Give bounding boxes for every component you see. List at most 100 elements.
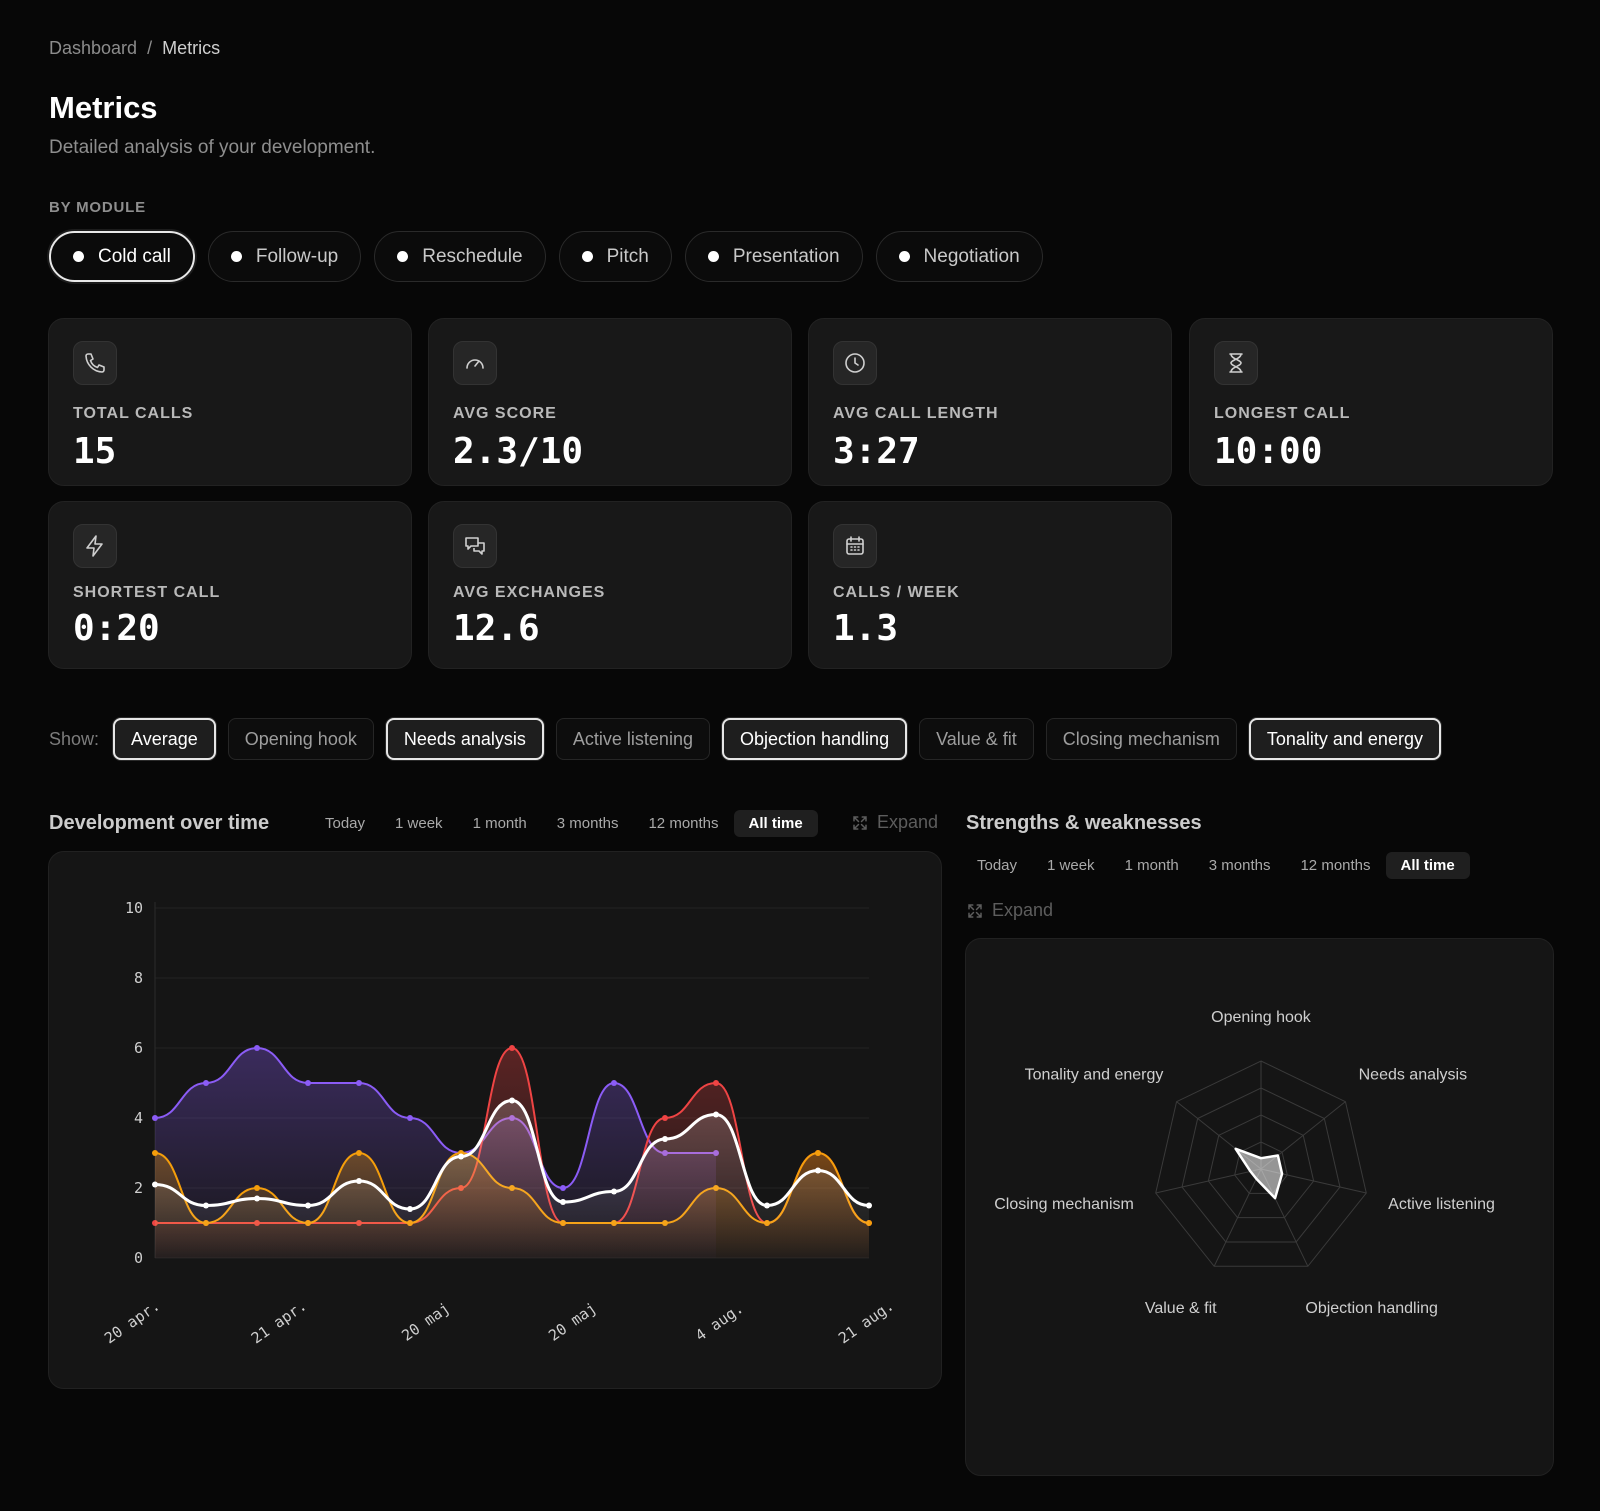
module-pill-label: Negotiation [923, 245, 1020, 267]
dev-range-1-month[interactable]: 1 month [472, 815, 527, 832]
dot-icon [581, 251, 593, 262]
dot-icon [898, 251, 910, 262]
strengths-range-tabs: Today 1 week 1 month 3 months 12 months … [962, 852, 1470, 879]
average-point [509, 1097, 515, 1104]
tonality-and-energy-point [662, 1115, 668, 1121]
expand-label: Expand [877, 812, 939, 832]
dev-range-12-months[interactable]: 12 months [648, 815, 719, 832]
filter-chip-value-fit[interactable]: Value & fit [919, 718, 1034, 760]
dot-icon [397, 251, 409, 262]
average-point [152, 1181, 158, 1188]
filter-chip-opening-hook[interactable]: Opening hook [227, 718, 374, 760]
average-point [356, 1178, 362, 1184]
stat-value: 10:00 [1214, 431, 1323, 472]
filter-chip-tonality-and-energy[interactable]: Tonality and energy [1248, 718, 1441, 760]
needs-analysis-point [203, 1080, 209, 1086]
needs-analysis-point [305, 1080, 311, 1086]
radar-axis-label: Active listening [1388, 1196, 1495, 1213]
y-tick-label: 6 [134, 1039, 143, 1057]
module-pill-reschedule[interactable]: Reschedule [374, 231, 546, 282]
stat-value: 12.6 [453, 608, 540, 649]
stat-label: AVG EXCHANGES [453, 584, 606, 601]
stat-label: TOTAL CALLS [73, 405, 194, 422]
filter-chip-active-listening[interactable]: Active listening [555, 718, 710, 760]
filter-chip-needs-analysis[interactable]: Needs analysis [385, 718, 544, 760]
x-tick-label: 21 aug. [835, 1296, 897, 1347]
y-tick-label: 4 [134, 1109, 143, 1127]
expand-label: Expand [992, 900, 1054, 920]
breadcrumb-separator: / [147, 38, 153, 58]
module-pill-label: Pitch [606, 245, 649, 267]
average-point [407, 1206, 413, 1212]
average-area [155, 1100, 869, 1258]
development-expand-button[interactable]: Expand [851, 812, 938, 833]
development-range-tabs: Today 1 week 1 month 3 months 12 months … [310, 810, 818, 837]
module-pill-pitch[interactable]: Pitch [558, 231, 672, 282]
average-point [815, 1167, 821, 1174]
dot-icon [73, 251, 84, 262]
average-point [713, 1111, 719, 1118]
x-tick-label: 20 apr. [101, 1296, 163, 1347]
stat-value: 3:27 [833, 431, 920, 472]
breadcrumb: Dashboard / Metrics [49, 38, 220, 59]
page-title: Metrics [49, 90, 158, 125]
sw-range-12-months[interactable]: 12 months [1300, 857, 1371, 874]
breadcrumb-current: Metrics [162, 38, 221, 58]
dev-range-1-week[interactable]: 1 week [395, 815, 443, 832]
strengths-radar-chart: Opening hook Needs analysis Active listeni… [994, 1009, 1495, 1317]
radar-spoke [1213, 1168, 1262, 1267]
module-pill-label: Follow-up [255, 245, 339, 267]
development-chart-panel: 0 2 4 6 8 10 20 apr. 21 apr. 20 maj 20 maj 4 aug. 2… [48, 851, 942, 1389]
strengths-title: Strengths & weaknesses [966, 812, 1202, 834]
sw-range-today[interactable]: Today [977, 857, 1018, 874]
radar-axis-label: Objection handling [1305, 1300, 1438, 1317]
sw-range-1-month[interactable]: 1 month [1124, 857, 1179, 874]
module-section-label: BY MODULE [49, 199, 146, 216]
filter-chip-average[interactable]: Average [113, 718, 216, 760]
needs-analysis-point [152, 1115, 158, 1121]
lightning-icon [73, 524, 117, 568]
module-selector: Cold call Follow-up Reschedule Pitch Pre… [49, 231, 1043, 282]
dev-range-3-months[interactable]: 3 months [556, 815, 619, 832]
module-pill-negotiation[interactable]: Negotiation [875, 231, 1043, 282]
sw-range-1-week[interactable]: 1 week [1047, 857, 1095, 874]
stat-card-avg-call-length: AVG CALL LENGTH 3:27 [808, 318, 1172, 486]
average-point [305, 1202, 311, 1209]
average-point [560, 1199, 566, 1205]
module-pill-label: Reschedule [422, 245, 523, 267]
sw-range-all-time[interactable]: All time [1385, 852, 1470, 879]
hourglass-icon [1214, 341, 1258, 385]
needs-analysis-point [560, 1185, 566, 1191]
phone-icon [73, 341, 117, 385]
filter-chip-closing-mechanism[interactable]: Closing mechanism [1045, 718, 1237, 760]
stat-value: 15 [73, 431, 117, 472]
x-tick-label: 21 apr. [248, 1296, 310, 1347]
stat-value: 1.3 [833, 608, 899, 649]
module-pill-follow-up[interactable]: Follow-up [207, 231, 362, 282]
development-title: Development over time [49, 812, 270, 834]
show-filter: Show: Average Opening hook Needs analysi… [49, 718, 1441, 760]
module-pill-cold-call[interactable]: Cold call [49, 231, 195, 282]
objection-handling-point [152, 1150, 158, 1156]
breadcrumb-dashboard-link[interactable]: Dashboard [49, 38, 138, 58]
filter-chip-objection-handling[interactable]: Objection handling [721, 718, 908, 760]
sw-range-3-months[interactable]: 3 months [1208, 857, 1271, 874]
radar-grid-ring [1181, 1087, 1341, 1243]
radar-grid-ring [1207, 1114, 1315, 1219]
stat-label: SHORTEST CALL [73, 584, 221, 601]
dev-range-all-time[interactable]: All time [733, 810, 818, 837]
stat-label: CALLS / WEEK [833, 584, 960, 601]
average-point [662, 1136, 668, 1142]
dev-range-today[interactable]: Today [325, 815, 366, 832]
strengths-expand-button[interactable]: Expand [966, 900, 1053, 921]
module-pill-presentation[interactable]: Presentation [684, 231, 863, 282]
tonality-and-energy-point [509, 1045, 515, 1051]
stat-card-calls-per-week: CALLS / WEEK 1.3 [808, 501, 1172, 669]
y-tick-label: 10 [125, 899, 143, 917]
average-line [154, 1098, 870, 1211]
y-tick-label: 8 [134, 969, 143, 987]
show-label: Show: [49, 728, 100, 749]
stat-value: 0:20 [73, 608, 160, 649]
needs-analysis-point [254, 1045, 260, 1051]
needs-analysis-point [356, 1080, 362, 1086]
